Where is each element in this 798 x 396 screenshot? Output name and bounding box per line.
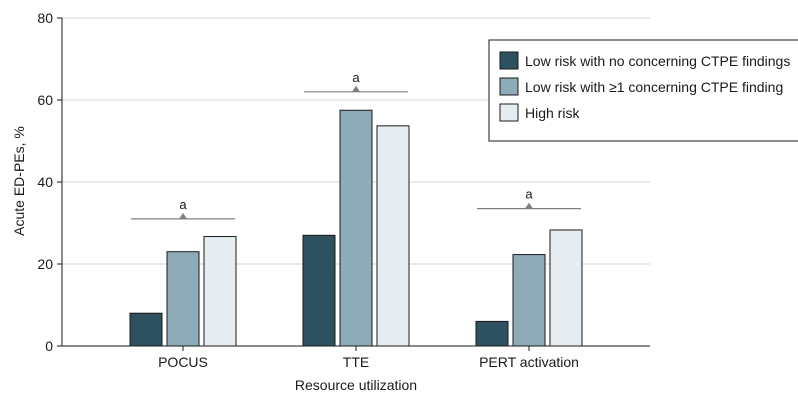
bar (203, 236, 237, 347)
bar (376, 125, 410, 347)
y-tick-label: 40 (37, 174, 53, 190)
significance-label: a (525, 187, 533, 202)
bar (302, 234, 336, 347)
legend-swatch (499, 103, 519, 122)
x-axis: POCUS TTE PERT activation (62, 345, 650, 370)
y-tick-label: 0 (45, 338, 53, 354)
bar (339, 109, 373, 347)
bar (475, 320, 509, 347)
y-axis: 0 20 40 60 80 (37, 10, 63, 354)
x-tick-label: TTE (343, 354, 369, 370)
x-tick-label: POCUS (158, 354, 208, 370)
bar (166, 251, 200, 347)
y-tick-label: 60 (37, 92, 53, 108)
significance-annotations: a a a (131, 70, 581, 220)
legend-box (488, 39, 798, 142)
legend-label: High risk (525, 105, 580, 121)
legend-label: Low risk with ≥1 concerning CTPE finding (525, 79, 783, 95)
significance-marker (352, 85, 360, 92)
y-tick-label: 80 (37, 10, 53, 26)
legend-swatch (499, 51, 519, 70)
x-tick-label: PERT activation (479, 354, 579, 370)
significance-marker (525, 202, 533, 209)
y-tick-label: 20 (37, 256, 53, 272)
bar (129, 312, 163, 347)
significance-marker (179, 212, 187, 219)
legend: Low risk with no concerning CTPE finding… (488, 39, 798, 142)
bars (129, 109, 583, 347)
significance-label: a (179, 197, 187, 212)
significance-label: a (352, 70, 360, 85)
legend-label: Low risk with no concerning CTPE finding… (525, 53, 790, 69)
x-axis-label: Resource utilization (295, 377, 417, 393)
bar (549, 229, 583, 347)
bar (512, 254, 546, 347)
y-axis-label: Acute ED-PEs, % (11, 126, 27, 236)
legend-swatch (499, 77, 519, 96)
